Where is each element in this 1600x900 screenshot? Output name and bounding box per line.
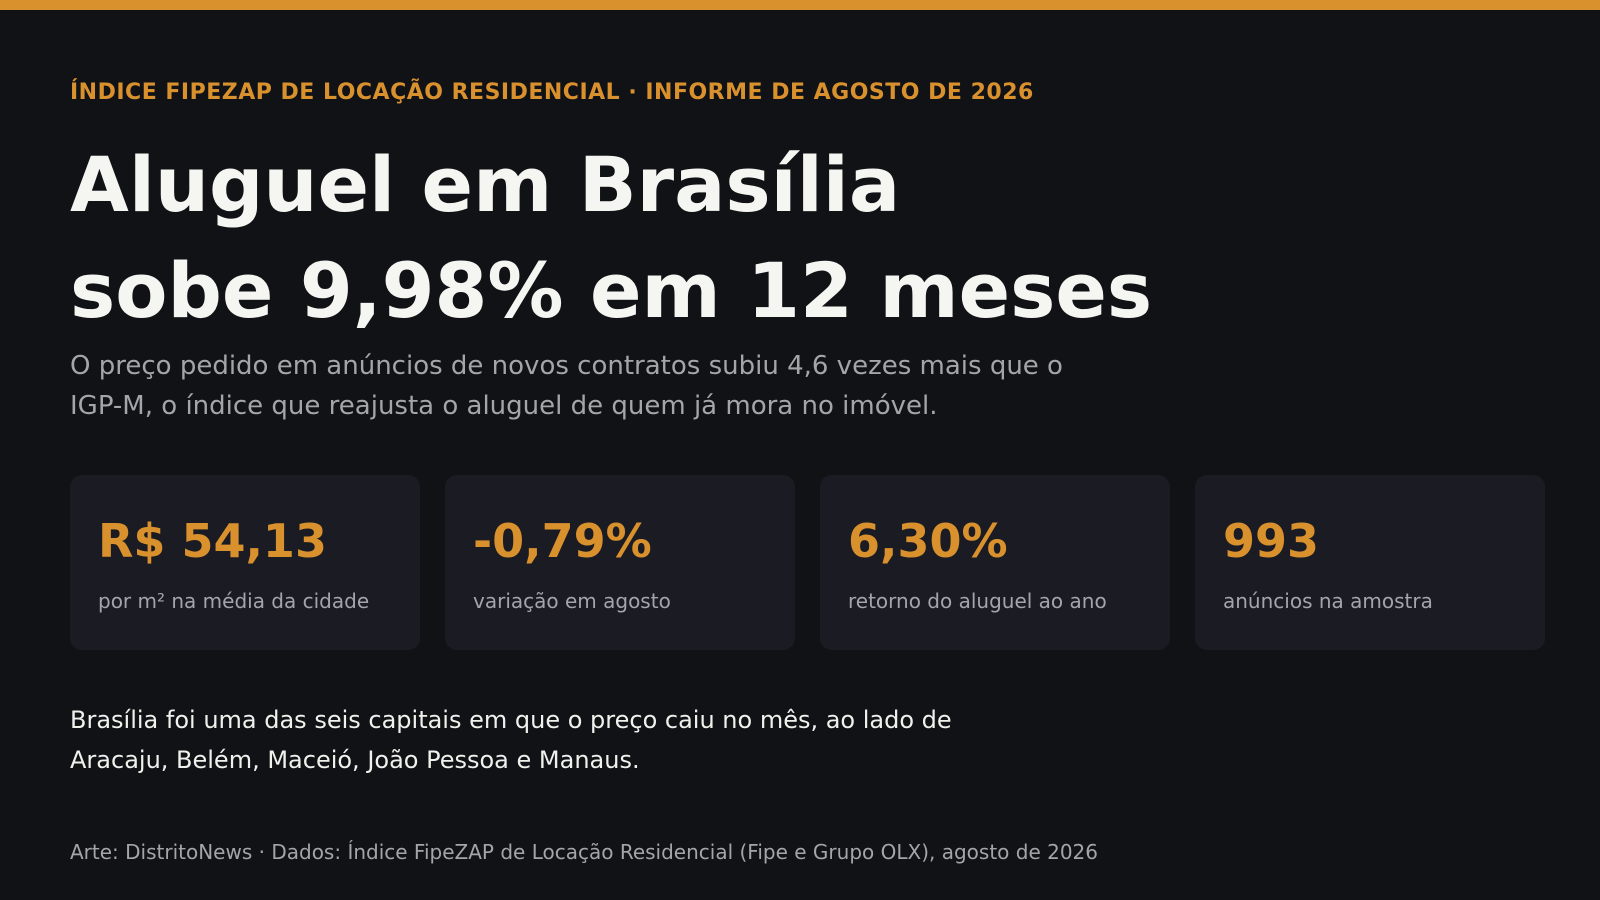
stat-label: por m² na média da cidade bbox=[98, 589, 370, 613]
body-note-line-1: Brasília foi uma das seis capitais em qu… bbox=[70, 706, 952, 734]
stat-label: variação em agosto bbox=[473, 589, 671, 613]
subheadline-line-2: IGP-M, o índice que reajusta o aluguel d… bbox=[70, 391, 938, 421]
stat-card-sample-size: 993 anúncios na amostra bbox=[1195, 475, 1545, 650]
headline: Aluguel em Brasília sobe 9,98% em 12 mes… bbox=[70, 132, 1370, 344]
kicker: ÍNDICE FIPEZAP DE LOCAÇÃO RESIDENCIAL · … bbox=[70, 80, 1034, 105]
stat-value: R$ 54,13 bbox=[98, 514, 327, 568]
accent-bar bbox=[0, 0, 1600, 10]
stat-card-monthly-change: -0,79% variação em agosto bbox=[445, 475, 795, 650]
stat-value: -0,79% bbox=[473, 514, 652, 568]
subheadline: O preço pedido em anúncios de novos cont… bbox=[70, 346, 1200, 426]
body-note: Brasília foi uma das seis capitais em qu… bbox=[70, 700, 1170, 780]
stat-label: retorno do aluguel ao ano bbox=[848, 589, 1107, 613]
subheadline-line-1: O preço pedido em anúncios de novos cont… bbox=[70, 351, 1063, 381]
stat-label: anúncios na amostra bbox=[1223, 589, 1433, 613]
headline-line-2: sobe 9,98% em 12 meses bbox=[70, 246, 1153, 335]
stat-cards: R$ 54,13 por m² na média da cidade -0,79… bbox=[70, 475, 1545, 650]
stat-card-rental-yield: 6,30% retorno do aluguel ao ano bbox=[820, 475, 1170, 650]
stat-value: 993 bbox=[1223, 514, 1320, 568]
stat-card-price-per-m2: R$ 54,13 por m² na média da cidade bbox=[70, 475, 420, 650]
body-note-line-2: Aracaju, Belém, Maceió, João Pessoa e Ma… bbox=[70, 746, 640, 774]
stat-value: 6,30% bbox=[848, 514, 1008, 568]
source-credit: Arte: DistritoNews · Dados: Índice FipeZ… bbox=[70, 840, 1099, 864]
headline-line-1: Aluguel em Brasília bbox=[70, 140, 901, 229]
